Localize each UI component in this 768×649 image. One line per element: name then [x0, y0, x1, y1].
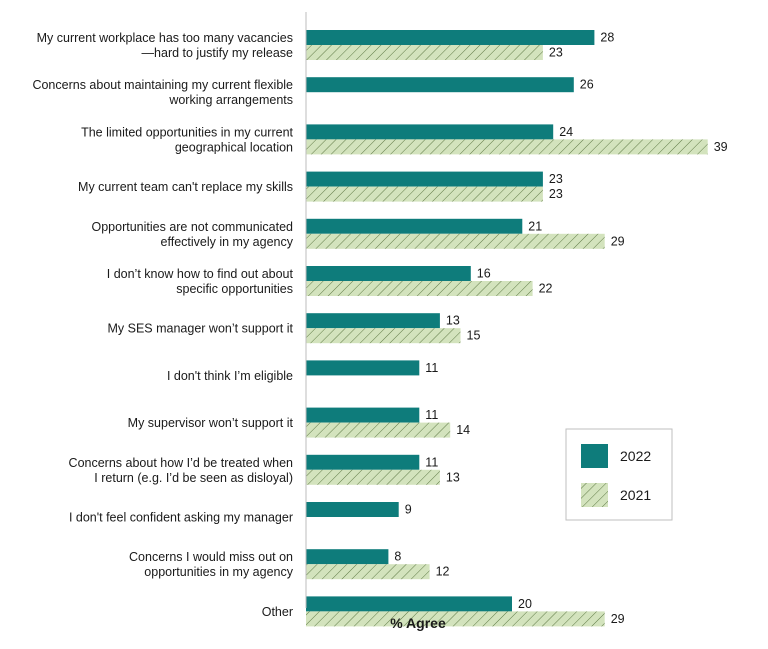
category-label: I don’t know how to find out about [107, 267, 294, 281]
category-label: Concerns I would miss out on [129, 550, 293, 564]
category-label: specific opportunities [176, 282, 293, 296]
legend-label-2021: 2021 [620, 487, 651, 503]
legend: 2022 2021 [565, 428, 673, 521]
data-label-2022: 28 [600, 31, 614, 45]
x-axis-title: % Agree [390, 615, 446, 631]
bar-2022 [306, 407, 420, 423]
bar-2021 [306, 139, 708, 155]
data-label-2022: 11 [425, 408, 438, 422]
bar-2021 [306, 564, 430, 580]
bar-2022 [306, 171, 543, 187]
data-label-2021: 23 [549, 187, 563, 201]
category-label: My current team can't replace my skills [78, 180, 293, 194]
category-label: working arrangements [168, 93, 293, 107]
category-label: I return (e.g. I’d be seen as disloyal) [94, 471, 293, 485]
category-label: My current workplace has too many vacanc… [37, 31, 293, 45]
data-label-2022: 11 [425, 361, 438, 375]
data-label-2022: 8 [394, 550, 401, 564]
bar-2022 [306, 360, 420, 376]
data-label-2021: 22 [539, 282, 553, 296]
data-label-2022: 9 [405, 503, 412, 517]
data-label-2021: 14 [456, 423, 470, 437]
category-label: Opportunities are not communicated [92, 220, 294, 234]
bar-2022 [306, 313, 440, 329]
bar-2021 [306, 233, 605, 249]
category-label: Concerns about maintaining my current fl… [32, 78, 293, 92]
bar-2022 [306, 454, 420, 470]
data-label-2021: 39 [714, 140, 728, 154]
category-label: My SES manager won’t support it [108, 322, 294, 336]
category-label: I don't feel confident asking my manager [69, 511, 293, 525]
data-label-2022: 21 [528, 219, 542, 233]
category-label: opportunities in my agency [144, 565, 293, 579]
bar-2021 [306, 611, 605, 627]
data-label-2022: 16 [477, 267, 491, 281]
legend-swatch-2021 [581, 483, 608, 507]
bar-2022 [306, 549, 389, 565]
data-label-2022: 24 [559, 125, 573, 139]
data-label-2021: 29 [611, 234, 625, 248]
data-label-2021: 13 [446, 470, 460, 484]
category-label: My supervisor won’t support it [128, 416, 294, 430]
data-label-2022: 23 [549, 172, 563, 186]
category-label: effectively in my agency [161, 235, 294, 249]
category-label: The limited opportunities in my current [81, 125, 293, 139]
bar-2021 [306, 45, 543, 60]
legend-label-2022: 2022 [620, 448, 651, 464]
bar-2022 [306, 30, 595, 45]
category-label: geographical location [175, 140, 293, 154]
data-label-2022: 26 [580, 78, 594, 92]
category-label: —hard to justify my release [142, 46, 293, 60]
bar-2022 [306, 502, 399, 517]
data-label-2021: 23 [549, 46, 563, 60]
bars-group: My current workplace has too many vacanc… [32, 30, 728, 627]
data-label-2022: 11 [425, 455, 438, 469]
legend-swatch-2022 [581, 444, 608, 468]
data-label-2022: 13 [446, 314, 460, 328]
category-label: I don't think I’m eligible [167, 369, 293, 383]
bar-2021 [306, 281, 533, 296]
data-label-2022: 20 [518, 597, 532, 611]
data-label-2021: 12 [436, 565, 450, 579]
bar-2021 [306, 469, 440, 485]
bar-2022 [306, 77, 574, 93]
category-label: Other [262, 605, 293, 619]
data-label-2021: 15 [467, 329, 481, 343]
bar-2021 [306, 186, 543, 202]
data-label-2021: 29 [611, 612, 625, 626]
bar-2022 [306, 596, 512, 612]
category-label: Concerns about how I’d be treated when [69, 456, 293, 470]
bar-2022 [306, 218, 523, 234]
bar-2022 [306, 124, 554, 140]
bar-2022 [306, 266, 471, 281]
bar-2021 [306, 422, 451, 438]
bar-2021 [306, 328, 461, 344]
